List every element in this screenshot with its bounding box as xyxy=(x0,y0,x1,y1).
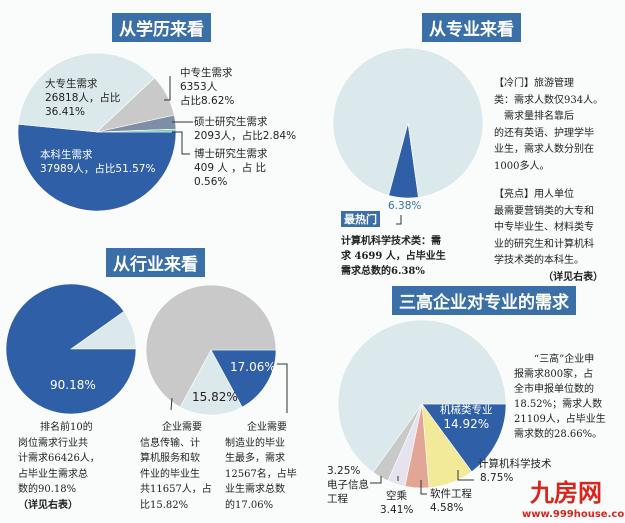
industry-text-3: 企业需要 制造业的毕业 生最多，需求 12567名，占毕 业生需求总数 的17.06% xyxy=(225,422,297,511)
label-kongcheng: 空乘 3.41% xyxy=(380,490,414,516)
title-major: 从专业来看 xyxy=(422,13,521,42)
pie-slice-3-2 xyxy=(145,284,277,408)
label-jisuanji: 计算机科学技术 8.75% xyxy=(478,458,552,484)
title-top3: 三高企业对专业的需求 xyxy=(392,286,576,315)
title-industry: 从行业来看 xyxy=(106,248,205,277)
pie-slice-0-0 xyxy=(17,123,177,212)
pie-slice-3-1 xyxy=(179,349,243,416)
hot-text: 计算机科学技术类：需求 4699 人，占毕业生 需求总数的6.38% xyxy=(341,236,446,277)
pie-slice-4-5 xyxy=(337,319,507,473)
label-industry-p1: 90.18% xyxy=(50,378,96,392)
label-benke: 本科生需求 37989人，占比51.57% xyxy=(40,149,156,175)
label-zhuanke: 大专生需求 26818人，占比 36.41% xyxy=(45,78,121,118)
label-dianzi: 3.25% 电子信息 工程 xyxy=(327,465,369,505)
label-boshi: 博士研究生需求 409 人 ，占 比 0.56% xyxy=(194,148,268,188)
leader-lines xyxy=(164,76,474,495)
label-jixie: 机械类专业 14.92% xyxy=(440,404,493,431)
industry-text-2: 企业需要 信息传输、计 算机服务和软 件业的毕业生 共11657人，占 比15.82% xyxy=(140,422,212,511)
label-industry-p2b: 15.82% xyxy=(192,390,238,404)
label-shuoshi: 硕士研究生需求 2093人，占比2.84% xyxy=(194,116,297,142)
pie-slice-2-1 xyxy=(5,283,137,415)
industry-text-1: 排名前10的 岗位需求行业共 计需求66426人， 占毕业生需求总 数的90.18% （详… xyxy=(18,422,100,511)
label-industry-p2a: 17.06% xyxy=(230,360,276,374)
top3-side-text: “三高”企业申 报需求800家，占 全市申报单位数的 18.52%；需求人数 21109… xyxy=(514,354,606,440)
watermark-url: www.999house.com xyxy=(522,509,625,520)
title-education: 从学历来看 xyxy=(112,13,211,42)
major-side-text: 【冷门】旅游管理 类：需求人数仅934人。 需求量排名靠后 的还有英语、护理学毕 业生… xyxy=(494,78,604,283)
hot-badge: 最热门 xyxy=(341,211,380,227)
pie-slice-3-0 xyxy=(210,349,277,408)
pie-slice-4-0 xyxy=(421,403,507,473)
label-major-pct: 6.38% xyxy=(388,200,422,212)
label-zhongzhuan: 中专生需求 6353人 占比8.62% xyxy=(180,67,235,107)
watermark-logo: 九房网 xyxy=(530,479,602,507)
label-ruanjian: 软件工程 4.58% xyxy=(430,488,472,514)
pie-slice-0-1 xyxy=(18,52,155,133)
pie-slice-1-1 xyxy=(332,47,484,198)
